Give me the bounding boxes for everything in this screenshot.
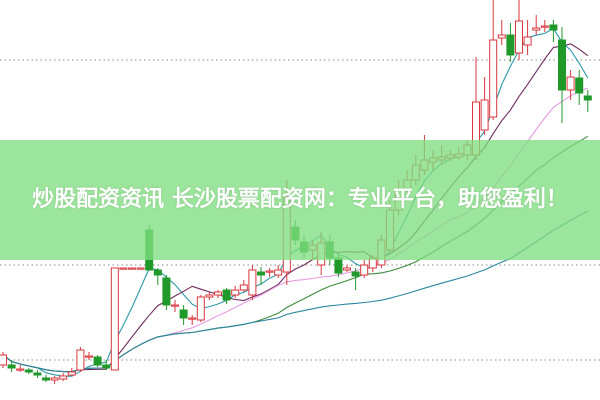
candle-up [265,270,274,273]
candle-up [214,291,222,296]
candle-down [179,309,188,319]
candle-down [351,271,360,277]
candle-up [480,99,489,131]
candle-down [102,364,111,369]
candle-up [67,371,76,376]
candle-up [497,34,506,39]
headline-banner: 炒股配资资讯 长沙股票配资网：专业平台，助您盈利！ [0,140,600,260]
candle-up [523,36,532,46]
candle-down [162,277,171,306]
ma10-line [2,43,589,373]
headline-text: 炒股配资资讯 长沙股票配资网：专业平台，助您盈利！ [32,187,568,212]
candle-down [93,356,102,366]
candle-down [257,271,265,276]
candle-up [59,375,68,380]
candle-down [558,39,566,91]
candle-up [231,289,240,296]
candle-up [110,267,119,371]
candle-up [239,284,248,291]
candle-up [532,27,541,31]
candle-down [549,24,558,31]
candle-up [248,269,257,296]
candle-up [343,267,351,271]
candle-down [42,377,50,381]
candle-up [489,39,498,118]
candle-down [24,369,33,373]
candle-up [360,264,369,276]
candle-up [566,76,575,91]
candle-up [171,304,179,307]
candle-up [136,267,145,270]
candle-up [50,377,59,381]
candle-down [33,372,42,376]
candle-up [16,368,25,371]
candle-down [575,77,584,94]
candle-down [334,257,343,274]
candle-up [274,269,283,276]
candle-up [515,20,523,54]
candle-up [85,355,93,358]
candle-down [583,95,592,101]
candle-down [222,289,231,301]
candle-up [196,296,205,321]
candle-down [153,269,162,276]
candle-up [188,317,197,320]
candle-up [119,267,128,270]
candle-up [76,349,85,371]
candle-up [128,267,136,270]
candle-down [506,34,515,56]
candle-down [7,364,16,369]
candle-up [0,354,7,366]
ma60-line [2,210,589,373]
candle-up [205,294,214,298]
candle-up [540,25,549,28]
